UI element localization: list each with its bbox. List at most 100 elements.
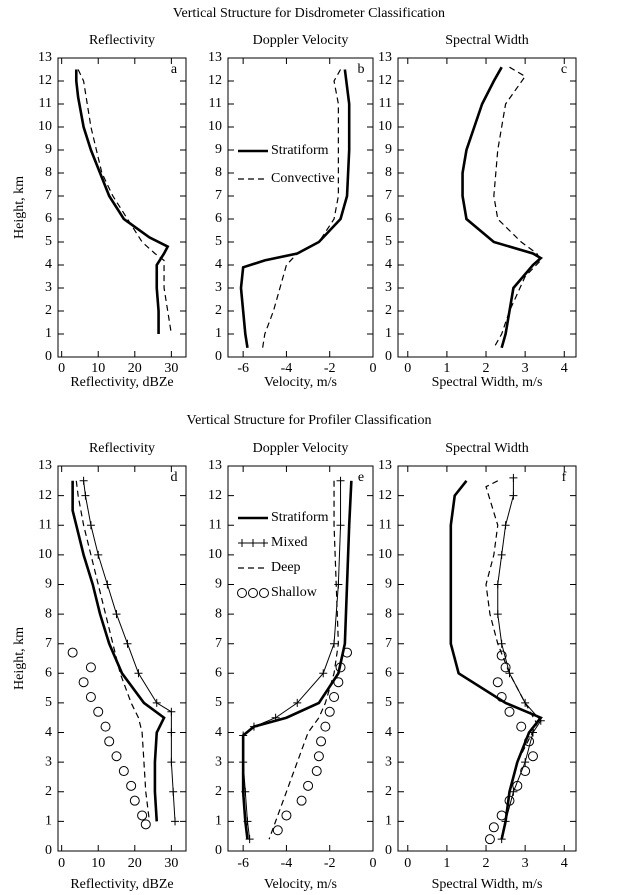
- marker-plus: [243, 817, 252, 826]
- x-tick-label: 10: [91, 856, 105, 871]
- marker-plus: [123, 639, 132, 648]
- x-tick-label: -4: [281, 856, 293, 871]
- y-tick-label: 10: [38, 119, 52, 134]
- y-tick-label: 3: [45, 280, 52, 295]
- marker-circle: [500, 662, 511, 673]
- marker-circle: [281, 810, 292, 821]
- marker-plus: [169, 787, 178, 796]
- y-tick-label: 2: [215, 303, 222, 318]
- x-axis-label: Velocity, m/s: [264, 877, 337, 892]
- y-axis-label: Height, km: [12, 176, 27, 239]
- y-tick-label: 1: [45, 326, 52, 341]
- y-tick-label: 7: [215, 188, 222, 203]
- marker-plus: [521, 758, 530, 767]
- y-tick-label: 13: [378, 50, 392, 65]
- y-tick-label: 13: [208, 458, 222, 473]
- legend-marker: [249, 539, 257, 547]
- y-tick-label: 13: [378, 458, 392, 473]
- y-tick-label: 1: [215, 814, 222, 829]
- marker-plus: [239, 758, 248, 767]
- x-tick-label: 1: [443, 361, 450, 376]
- y-tick-label: 0: [385, 843, 392, 858]
- y-tick-label: 12: [38, 488, 52, 503]
- y-tick-label: 11: [39, 96, 52, 111]
- panel-label: f: [562, 470, 567, 485]
- y-tick-label: 5: [215, 234, 222, 249]
- y-tick-label: 6: [385, 666, 392, 681]
- marker-circle: [296, 795, 307, 806]
- y-tick-label: 1: [215, 326, 222, 341]
- series-line: [268, 480, 339, 840]
- y-tick-label: 3: [45, 754, 52, 769]
- y-tick-label: 10: [208, 119, 222, 134]
- marker-plus: [497, 639, 506, 648]
- legend-marker: [238, 539, 246, 547]
- marker-circle: [100, 721, 111, 732]
- y-tick-label: 8: [215, 165, 222, 180]
- y-tick-label: 11: [379, 96, 392, 111]
- x-tick-label: 20: [128, 856, 142, 871]
- plot-frame: [397, 465, 577, 852]
- legend-marker: [248, 588, 258, 598]
- y-tick-label: 1: [385, 814, 392, 829]
- legend-marker: [260, 539, 268, 547]
- y-tick-label: 8: [215, 606, 222, 621]
- y-tick-label: 5: [45, 695, 52, 710]
- marker-plus: [493, 610, 502, 619]
- marker-plus: [245, 835, 254, 844]
- y-tick-label: 8: [385, 165, 392, 180]
- panel-label: a: [171, 62, 178, 77]
- x-tick-label: -2: [324, 361, 336, 376]
- marker-plus: [249, 722, 258, 731]
- series-line: [485, 480, 538, 840]
- y-tick-label: 4: [385, 257, 392, 272]
- x-tick-label: 10: [91, 361, 105, 376]
- y-tick-label: 8: [45, 606, 52, 621]
- x-tick-label: 4: [561, 856, 568, 871]
- y-tick-label: 7: [45, 636, 52, 651]
- legend-label: Stratiform: [271, 143, 329, 158]
- x-tick-label: 0: [404, 856, 411, 871]
- marker-circle: [316, 736, 327, 747]
- marker-plus: [271, 713, 280, 722]
- marker-plus: [94, 550, 103, 559]
- series-line: [83, 480, 176, 822]
- marker-circle: [320, 721, 331, 732]
- marker-circle: [333, 677, 344, 688]
- y-tick-label: 6: [385, 211, 392, 226]
- x-tick-label: 30: [164, 856, 178, 871]
- legend-label: Convective: [271, 171, 335, 186]
- x-axis-label: Spectral Width, m/s: [432, 375, 543, 390]
- y-tick-label: 10: [208, 547, 222, 562]
- y-tick-label: 5: [385, 234, 392, 249]
- y-tick-label: 4: [45, 725, 52, 740]
- y-tick-label: 11: [209, 517, 222, 532]
- series-line: [449, 480, 543, 840]
- y-tick-label: 1: [45, 814, 52, 829]
- x-tick-label: 0: [404, 361, 411, 376]
- x-axis-label: Spectral Width, m/s: [432, 877, 543, 892]
- y-tick-label: 12: [378, 73, 392, 88]
- marker-plus: [239, 731, 248, 740]
- y-tick-label: 8: [45, 165, 52, 180]
- y-tick-label: 5: [215, 695, 222, 710]
- y-tick-label: 9: [215, 142, 222, 157]
- marker-plus: [509, 491, 518, 500]
- marker-plus: [293, 698, 302, 707]
- series-line: [493, 66, 542, 349]
- x-tick-label: -6: [237, 856, 249, 871]
- y-tick-label: 6: [45, 666, 52, 681]
- y-tick-label: 11: [209, 96, 222, 111]
- marker-circle: [93, 706, 104, 717]
- marker-circle: [524, 736, 535, 747]
- marker-circle: [520, 766, 531, 777]
- y-tick-label: 0: [215, 349, 222, 364]
- marker-circle: [527, 751, 538, 762]
- plot-frame: [397, 57, 577, 358]
- marker-circle: [504, 706, 515, 717]
- marker-circle: [272, 825, 283, 836]
- marker-circle: [496, 810, 507, 821]
- x-tick-label: -2: [324, 856, 336, 871]
- y-tick-label: 3: [385, 754, 392, 769]
